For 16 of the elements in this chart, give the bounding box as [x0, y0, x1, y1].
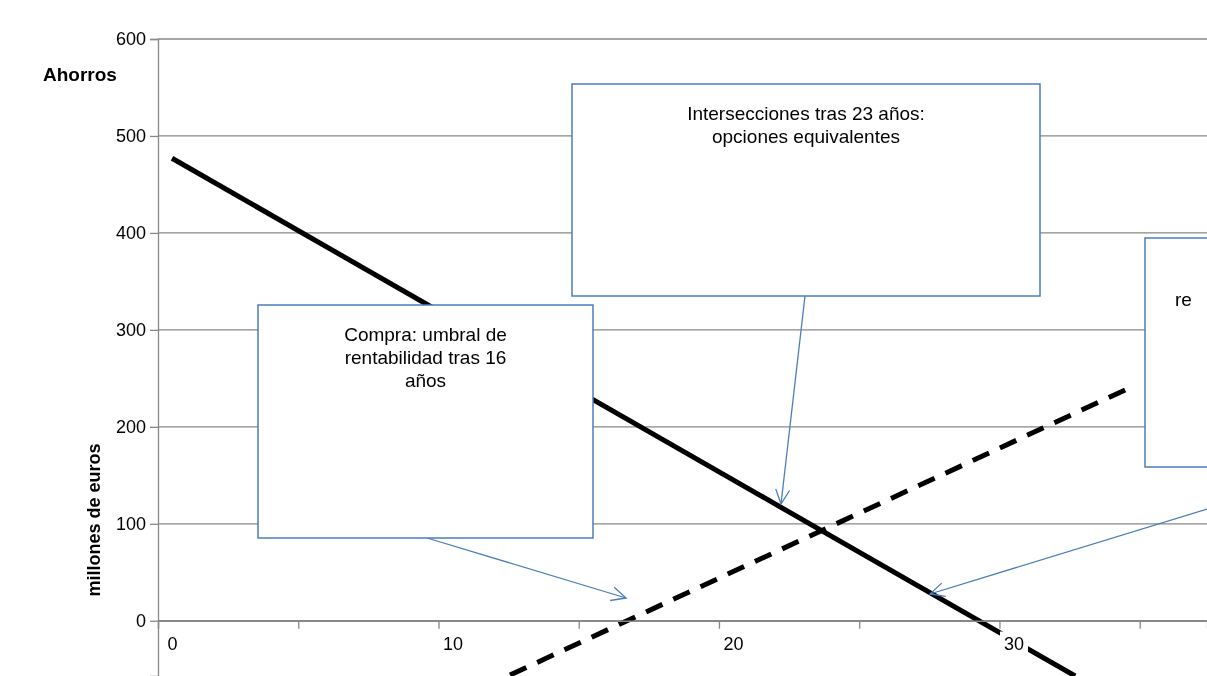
y-tick-label: 0 [135, 611, 146, 631]
x-tick-label: 0 [167, 633, 178, 654]
y-tick-label: 500 [115, 126, 146, 147]
x-tick-label: 30 [1003, 633, 1024, 654]
y-tick-label: 600 [115, 29, 146, 50]
x-tick-label: 20 [723, 633, 744, 654]
annotation: Intersecciones tras 23 años: opciones equivalentes [687, 103, 925, 147]
y-tick-label: 100 [115, 514, 146, 535]
annotation: re [1175, 289, 1192, 310]
y-tick-label: 200 [115, 417, 146, 438]
x-tick-label: 10 [442, 633, 464, 654]
y-tick-label: 300 [115, 320, 146, 341]
annotation: Compra: umbral de rentabilidad tras 16 años [344, 324, 507, 391]
text: Ahorros [43, 64, 117, 85]
y-tick-label: 400 [115, 223, 146, 244]
y-axis-title: millones de euros [84, 443, 104, 597]
